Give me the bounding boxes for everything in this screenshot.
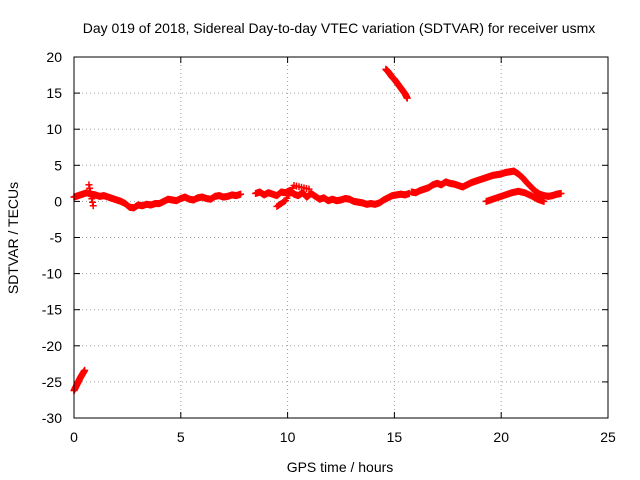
grid-lines (74, 57, 608, 418)
data-point (89, 202, 97, 210)
y-tick-label: -10 (42, 266, 62, 282)
x-tick-label: 20 (493, 429, 509, 445)
y-tick-label: 20 (46, 49, 62, 65)
data-point (403, 94, 411, 102)
y-tick-label: 0 (54, 193, 62, 209)
y-tick-label: -20 (42, 338, 62, 354)
x-tick-label: 15 (387, 429, 403, 445)
x-axis-label: GPS time / hours (287, 459, 394, 475)
y-tick-label: -25 (42, 374, 62, 390)
y-tick-label: 10 (46, 121, 62, 137)
x-tick-label: 25 (600, 429, 616, 445)
y-tick-label: 15 (46, 85, 62, 101)
x-tick-label: 5 (177, 429, 185, 445)
y-tick-label: -30 (42, 410, 62, 426)
chart-title: Day 019 of 2018, Sidereal Day-to-day VTE… (83, 20, 596, 36)
data-point (237, 190, 245, 198)
data-points (70, 65, 565, 395)
y-axis-label: SDTVAR / TECUs (5, 182, 21, 294)
data-point (557, 189, 565, 197)
y-tick-label: -15 (42, 302, 62, 318)
axis-ticks: 0 5 10 15 20 25 20 15 10 5 0 -5 -10 -15 -20 -25 -30 (42, 49, 616, 445)
data-point (81, 366, 89, 374)
x-tick-label: 10 (280, 429, 296, 445)
data-point (305, 185, 313, 193)
x-tick-label: 0 (70, 429, 78, 445)
plot-frame (73, 56, 609, 419)
y-tick-label: 5 (54, 157, 62, 173)
data-point (540, 197, 548, 205)
y-tick-label: -5 (50, 230, 63, 246)
